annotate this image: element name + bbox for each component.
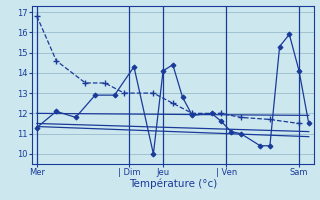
X-axis label: Température (°c): Température (°c): [129, 179, 217, 189]
